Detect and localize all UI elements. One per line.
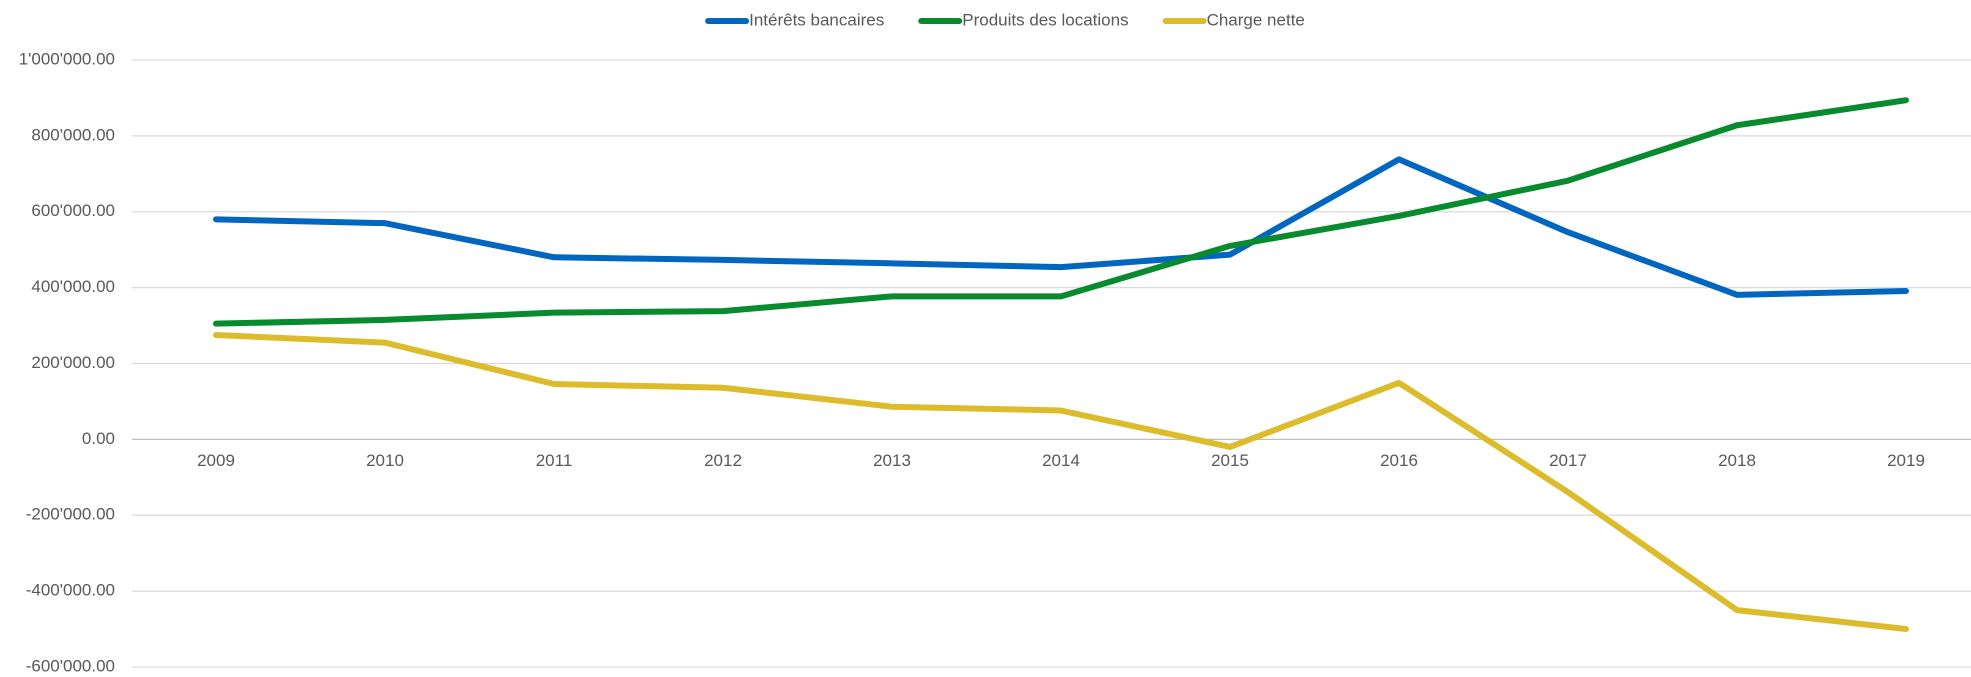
x-tick-label: 2012 [704,451,742,470]
x-tick-label: 2009 [197,451,235,470]
legend-label: Intérêts bancaires [749,10,884,29]
x-tick-label: 2011 [536,451,573,470]
y-tick-label: 0.00 [82,429,115,448]
y-tick-label: 400'000.00 [31,277,115,296]
series-line [213,332,1909,633]
y-tick-label: 1'000'000.00 [19,49,115,68]
x-tick-label: 2019 [1887,451,1925,470]
y-tick-label: 200'000.00 [31,353,115,372]
legend-item: Intérêts bancaires [705,10,884,29]
legend-label: Charge nette [1207,10,1305,29]
legend-item: Produits des locations [918,10,1129,29]
x-tick-label: 2015 [1211,451,1249,470]
y-tick-label: -600'000.00 [26,656,115,675]
x-tick-label: 2010 [366,451,404,470]
x-tick-label: 2016 [1380,451,1418,470]
x-tick-label: 2017 [1549,451,1587,470]
x-tick-label: 2013 [873,451,911,470]
series-line [213,156,1909,298]
y-tick-label: -400'000.00 [26,581,115,600]
x-tick-label: 2018 [1718,451,1756,470]
legend-label: Produits des locations [962,10,1128,29]
y-tick-label: -200'000.00 [26,505,115,524]
y-tick-label: 800'000.00 [31,125,115,144]
x-tick-label: 2014 [1042,451,1080,470]
y-tick-label: 600'000.00 [31,201,115,220]
legend-item: Charge nette [1162,10,1305,29]
series-line [213,97,1909,327]
